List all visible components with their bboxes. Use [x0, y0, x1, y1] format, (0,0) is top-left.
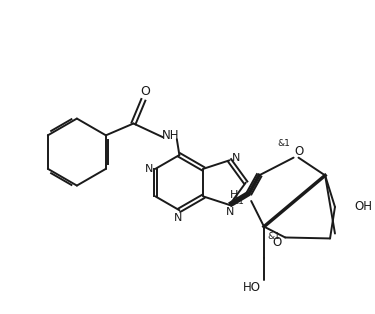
Text: NH: NH — [162, 129, 180, 142]
Text: N: N — [226, 207, 235, 217]
Text: &1: &1 — [231, 197, 244, 205]
Text: N: N — [144, 164, 153, 174]
Text: O: O — [295, 145, 304, 158]
Text: N: N — [174, 213, 183, 223]
Text: O: O — [140, 85, 150, 99]
Text: OH: OH — [355, 200, 373, 214]
Text: N: N — [232, 153, 241, 163]
Text: HO: HO — [243, 281, 261, 294]
Text: &1: &1 — [267, 232, 280, 241]
Text: &1: &1 — [277, 139, 290, 148]
Text: H: H — [230, 190, 238, 200]
Text: O: O — [273, 236, 282, 249]
